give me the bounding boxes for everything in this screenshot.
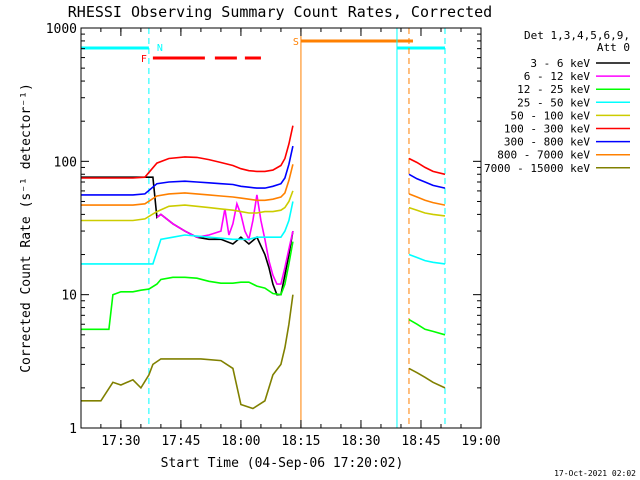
x-axis-label: Start Time (04-Sep-06 17:20:02) <box>161 456 404 471</box>
series-line <box>80 125 294 179</box>
legend-label: 50 - 100 keV <box>511 109 591 122</box>
y-tick-label: 10 <box>61 289 77 304</box>
legend-label: 7000 - 15000 keV <box>484 162 590 175</box>
series-line <box>80 201 294 265</box>
series-line <box>80 241 294 331</box>
plot-area: NF S 1 10 100 1000 17:30 17:45 18:00 18:15 18:30 18… <box>46 22 501 449</box>
legend-label: 3 - 6 keV <box>530 57 590 70</box>
night-label: N <box>157 43 163 54</box>
x-tick-label: 18:45 <box>401 434 440 449</box>
series-line <box>408 253 446 265</box>
y-tick-label: 100 <box>54 155 77 170</box>
series-line <box>408 193 446 206</box>
x-tick-label: 19:00 <box>461 434 500 449</box>
series-line <box>408 206 446 217</box>
series-line <box>408 157 446 176</box>
chart-title: RHESSI Observing Summary Count Rates, Co… <box>68 3 492 21</box>
series-line <box>408 173 446 189</box>
flare-label: F <box>141 54 147 65</box>
series-line <box>408 367 446 389</box>
series-line <box>156 194 294 285</box>
legend-label: 12 - 25 keV <box>517 83 590 96</box>
x-tick-label: 18:30 <box>341 434 380 449</box>
legend-label: 800 - 7000 keV <box>497 149 590 162</box>
x-tick-label: 18:15 <box>281 434 320 449</box>
y-axis-label: Corrected Count Rate (s⁻¹ detector⁻¹) <box>19 83 34 373</box>
legend-title-line-1: Det 1,3,4,5,6,9, <box>524 29 630 42</box>
y-tick-label: 1000 <box>46 22 77 37</box>
saa-label: S <box>293 37 299 48</box>
x-tick-label: 17:45 <box>161 434 200 449</box>
legend-label: 100 - 300 keV <box>504 123 590 136</box>
x-tick-label: 18:00 <box>221 434 260 449</box>
series-line <box>80 190 294 222</box>
footer-timestamp: 17-Oct-2021 02:02 <box>554 469 636 478</box>
legend-label: 300 - 800 keV <box>504 136 590 149</box>
y-tick-label: 1 <box>69 422 77 437</box>
legend-label: 25 - 50 keV <box>517 96 590 109</box>
series-line <box>80 145 294 196</box>
x-tick-label: 17:30 <box>101 434 140 449</box>
series-line <box>408 318 446 336</box>
legend-title-line-2: Att 0 <box>597 41 630 54</box>
series-line <box>80 294 294 410</box>
legend-label: 6 - 12 keV <box>524 70 591 83</box>
series-line <box>80 164 294 206</box>
